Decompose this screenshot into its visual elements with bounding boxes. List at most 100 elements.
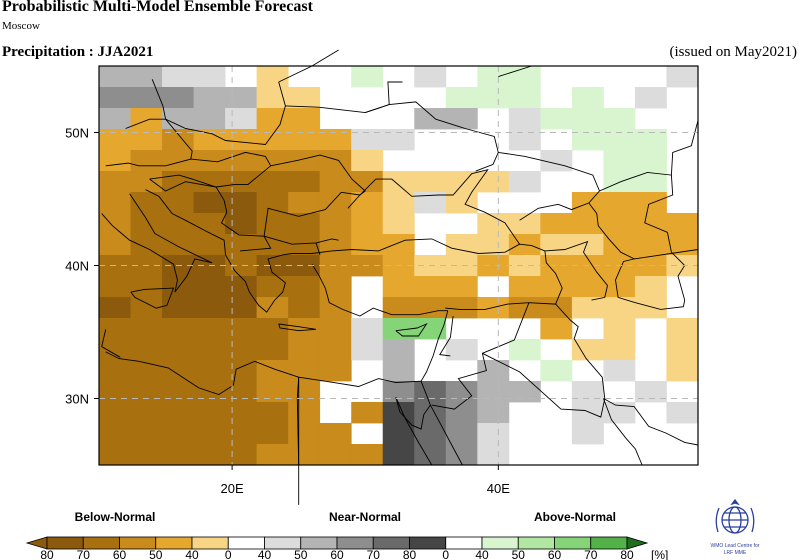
- coastline-segment: [555, 303, 606, 399]
- probability-grid: [99, 66, 699, 466]
- grid-cell: [319, 318, 352, 340]
- coastline-segment: [365, 81, 403, 114]
- grid-cell: [162, 444, 194, 466]
- grid-cell: [256, 423, 289, 445]
- grid-cell: [256, 339, 289, 361]
- grid-cell: [162, 381, 194, 403]
- grid-cell: [540, 255, 573, 277]
- grid-cell: [288, 402, 321, 424]
- coastline-segment: [670, 120, 699, 176]
- colorbar-tick-label: 70: [584, 548, 598, 560]
- grid-cell: [99, 213, 131, 235]
- coastline-segment: [420, 310, 449, 382]
- grid-cell: [288, 129, 321, 151]
- grid-cell: [382, 192, 415, 214]
- longitude-labels: 20E 40E: [221, 481, 511, 496]
- grid-cell: [477, 234, 510, 256]
- grid-cell: [130, 66, 163, 88]
- grid-cell: [256, 444, 289, 466]
- grid-cell: [508, 297, 541, 319]
- colorbar-tick-label: 0: [225, 548, 232, 560]
- grid-cell: [162, 360, 194, 382]
- grid-cell: [288, 213, 321, 235]
- coastline-segment: [347, 168, 520, 245]
- grid-cell: [256, 360, 289, 382]
- grid-cell: [319, 171, 352, 193]
- grid-cell: [130, 213, 163, 235]
- grid-cell: [225, 360, 258, 382]
- grid-cell: [603, 150, 636, 172]
- grid-cell: [162, 297, 194, 319]
- coastline-segment: [420, 381, 431, 406]
- grid-cell: [225, 171, 258, 193]
- grid-cell: [382, 297, 415, 319]
- colorbar-tick-label: 80: [40, 548, 54, 560]
- coastline-segment: [439, 315, 454, 357]
- category-label: Below-Normal: [75, 510, 156, 524]
- grid-cell: [445, 192, 478, 214]
- coastline-segment: [101, 193, 213, 293]
- colorbar-tick-label: 70: [367, 548, 381, 560]
- grid-cell: [130, 192, 163, 214]
- grid-cell: [445, 255, 478, 277]
- grid-cell: [508, 87, 541, 109]
- grid-cell: [288, 276, 321, 298]
- grid-cell: [193, 234, 226, 256]
- coastline-segment: [498, 65, 532, 78]
- grid-cell: [130, 276, 163, 298]
- grid-cell: [634, 297, 667, 319]
- grid-cell: [225, 339, 258, 361]
- grid-cell: [634, 87, 667, 109]
- coastline-segment: [395, 397, 431, 430]
- grid-cell: [603, 213, 636, 235]
- grid-cell: [162, 423, 194, 445]
- grid-cell: [445, 444, 478, 466]
- grid-cell: [130, 87, 163, 109]
- grid-cell: [99, 444, 131, 466]
- grid-cell: [193, 66, 226, 88]
- grid-cell: [508, 171, 541, 193]
- coastline-segment: [311, 263, 448, 317]
- grid-cell: [571, 192, 604, 214]
- grid-cell: [193, 129, 226, 151]
- grid-cell: [445, 108, 478, 130]
- grid-cell: [99, 423, 131, 445]
- grid-cell: [571, 297, 604, 319]
- grid-cell: [445, 297, 478, 319]
- category-label: Above-Normal: [534, 510, 616, 524]
- grid-cell: [130, 381, 163, 403]
- grid-cell: [351, 66, 384, 88]
- grid-cell: [414, 423, 447, 445]
- grid-cell: [193, 339, 226, 361]
- grid-cell: [351, 150, 384, 172]
- grid-cell: [162, 213, 194, 235]
- colorbar-tick-label: 80: [620, 548, 634, 560]
- grid-cell: [256, 297, 289, 319]
- grid-cell: [666, 213, 699, 235]
- grid-cell: [477, 381, 510, 403]
- coastline-segment: [285, 101, 499, 172]
- coastline-segment: [603, 398, 699, 446]
- grid-cell: [445, 87, 478, 109]
- grid-cell: [99, 318, 131, 340]
- grid-cell: [603, 108, 636, 130]
- grid-cell: [225, 150, 258, 172]
- coastline-segment: [395, 322, 428, 337]
- grid-cell: [540, 108, 573, 130]
- grid-cell: [193, 318, 226, 340]
- grid-cell: [477, 213, 510, 235]
- grid-cell: [288, 192, 321, 214]
- longitude-label: 40E: [487, 481, 510, 496]
- grid-cell: [319, 339, 352, 361]
- grid-cell: [666, 402, 699, 424]
- grid-cell: [288, 444, 321, 466]
- grid-cell: [477, 66, 510, 88]
- grid-cell: [351, 234, 384, 256]
- colorbar-tick-label: 60: [113, 548, 127, 560]
- grid-cell: [540, 318, 573, 340]
- grid-cell: [319, 150, 352, 172]
- grid-cell: [99, 192, 131, 214]
- colorbar-tick-label: 50: [149, 548, 163, 560]
- grid-cell: [382, 234, 415, 256]
- grid-cell: [414, 108, 447, 130]
